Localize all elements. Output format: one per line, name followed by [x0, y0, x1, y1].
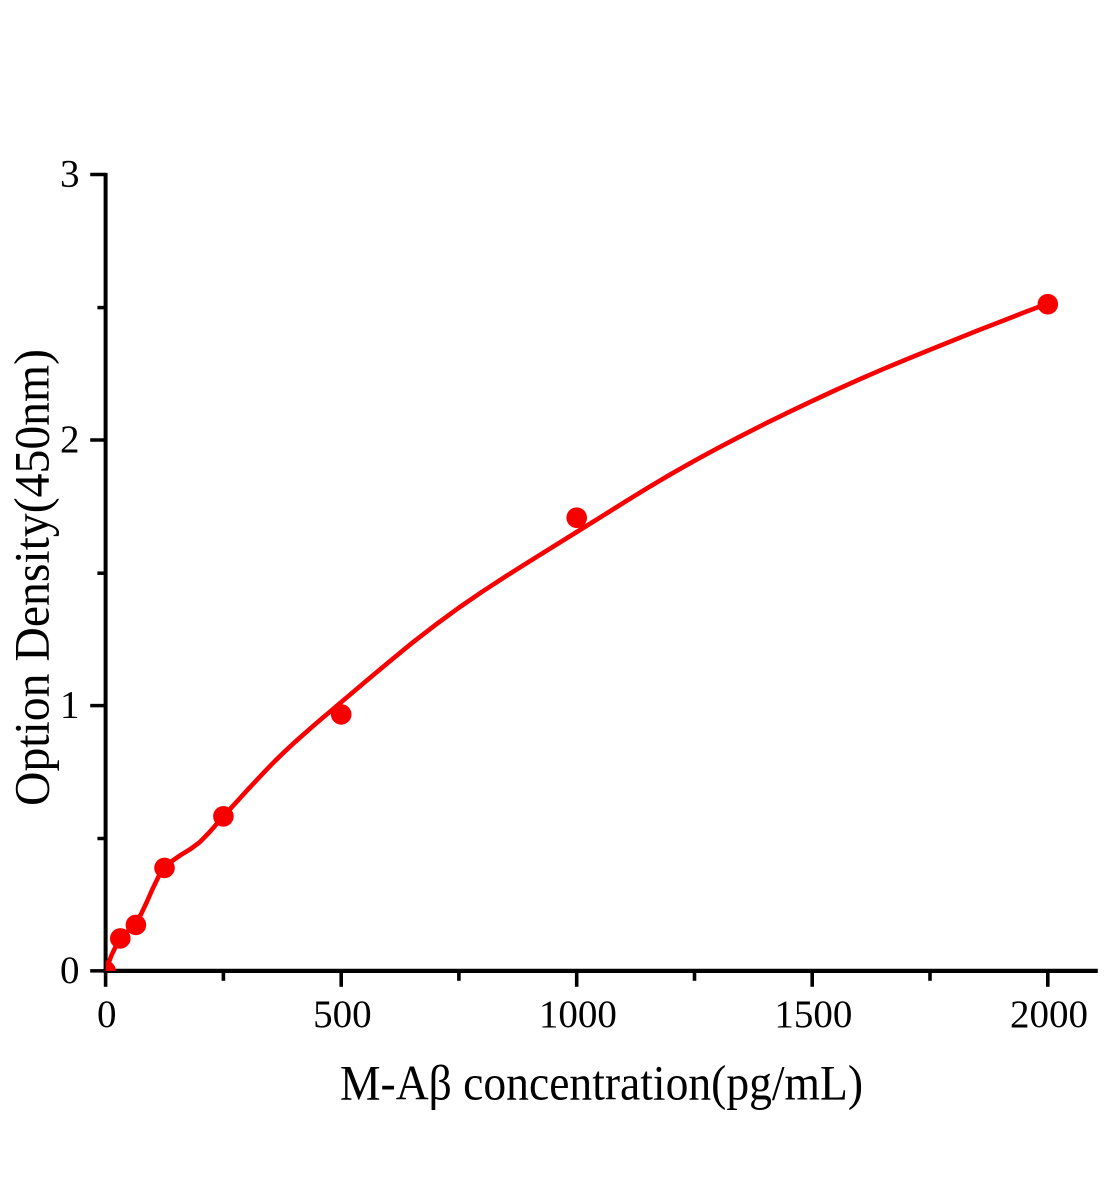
svg-text:1: 1 — [60, 684, 80, 727]
svg-text:500: 500 — [313, 993, 372, 1036]
svg-text:2000: 2000 — [1010, 993, 1088, 1036]
svg-text:0: 0 — [60, 949, 80, 992]
svg-text:1500: 1500 — [774, 993, 852, 1036]
svg-text:0: 0 — [97, 993, 117, 1036]
svg-text:3: 3 — [60, 153, 80, 196]
svg-text:1000: 1000 — [539, 993, 617, 1036]
svg-text:Option Density(450nm): Option Density(450nm) — [5, 349, 60, 806]
svg-text:M-Aβ concentration(pg/mL): M-Aβ concentration(pg/mL) — [340, 1056, 863, 1111]
svg-text:2: 2 — [60, 418, 80, 461]
